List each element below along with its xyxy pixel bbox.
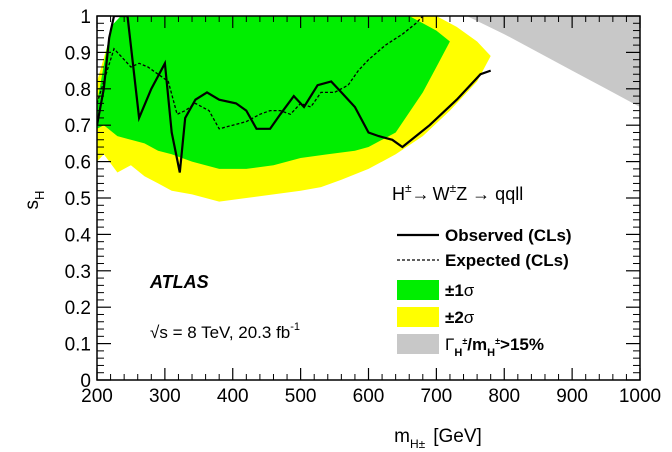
experiment-label: ATLAS — [149, 272, 209, 292]
y-tick-label: 1 — [80, 7, 91, 28]
legend-two-sigma-label: ±2σ — [445, 308, 475, 327]
y-tick-label: 0.8 — [65, 80, 91, 101]
y-tick-label: 0.7 — [65, 116, 91, 137]
y-ticks: 0 0.1 0.2 0.3 0.4 0.5 0.6 0.7 0.8 0.9 1 — [65, 7, 640, 392]
y-tick-label: 0.6 — [65, 153, 91, 174]
legend-expected-label: Expected (CLs) — [445, 251, 569, 270]
y-tick-label: 0.4 — [65, 225, 92, 246]
x-tick-label: 800 — [488, 386, 520, 407]
x-tick-label: 700 — [421, 386, 453, 407]
legend-excluded-swatch — [397, 334, 439, 354]
x-axis-title: mH± [GeV] — [394, 426, 482, 451]
x-tick-label: 600 — [353, 386, 385, 407]
x-tick-label: 400 — [217, 386, 249, 407]
y-tick-label: 0.9 — [65, 43, 91, 64]
expected-line — [97, 16, 424, 130]
legend-observed-label: Observed (CLs) — [445, 226, 572, 245]
y-tick-label: 0.1 — [65, 335, 91, 356]
x-tick-label: 1000 — [619, 386, 661, 407]
x-tick-label: 200 — [81, 386, 113, 407]
x-tick-label: 500 — [285, 386, 317, 407]
legend: Observed (CLs) Expected (CLs) ±1σ ±2σ ΓH… — [397, 226, 572, 359]
y-axis-title: sH — [22, 191, 47, 210]
x-tick-label: 300 — [149, 386, 181, 407]
legend-two-sigma-swatch — [397, 307, 439, 327]
observed-line — [97, 16, 492, 173]
y-tick-label: 0.2 — [65, 298, 91, 319]
y-tick-label: 0.3 — [65, 262, 91, 283]
legend-excluded-label: ΓH±/mH±>15% — [445, 335, 544, 359]
energy-label: √s = 8 TeV, 20.3 fb-1 — [150, 321, 300, 342]
legend-one-sigma-label: ±1σ — [445, 281, 475, 300]
plot-area — [97, 16, 640, 202]
y-tick-label: 0.5 — [65, 189, 91, 210]
process-label: H±→ W±Z → qqll — [392, 181, 523, 204]
one-sigma-band — [97, 16, 450, 169]
x-tick-label: 900 — [556, 386, 588, 407]
y-tick-label: 0 — [80, 371, 91, 392]
legend-one-sigma-swatch — [397, 280, 439, 300]
width-excluded-region — [466, 16, 640, 107]
x-ticks: 200 300 400 500 600 700 800 900 1000 — [81, 16, 661, 407]
